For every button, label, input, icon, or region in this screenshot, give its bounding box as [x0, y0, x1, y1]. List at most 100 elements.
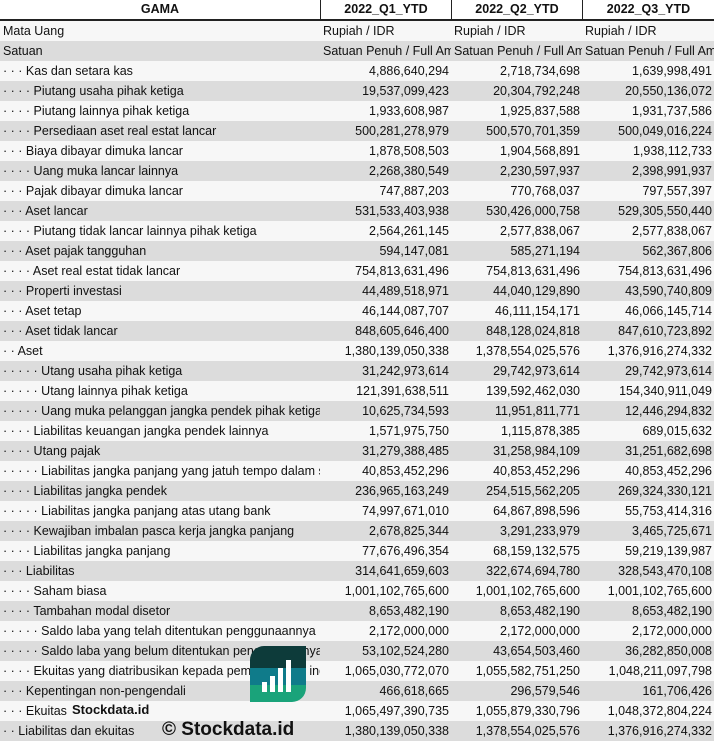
cell-q2[interactable]: 64,867,898,596 — [493, 504, 580, 518]
cell-q1[interactable]: 44,489,518,971 — [362, 284, 449, 298]
cell-q3[interactable]: 46,066,145,714 — [625, 304, 712, 318]
cell-q2[interactable]: 43,654,503,460 — [493, 644, 580, 658]
cell-q2[interactable]: 585,271,194 — [510, 244, 580, 258]
cell-q3[interactable]: 2,398,991,937 — [632, 164, 712, 178]
cell-q1[interactable]: 4,886,640,294 — [369, 64, 449, 78]
cell-q1[interactable]: 500,281,278,979 — [355, 124, 449, 138]
cell-q3[interactable]: 500,049,016,224 — [618, 124, 712, 138]
cell-q1[interactable]: 747,887,203 — [379, 184, 449, 198]
cell-q2[interactable]: 29,742,973,614 — [493, 364, 580, 378]
cell-q3[interactable]: 36,282,850,008 — [625, 644, 712, 658]
cell-q1[interactable]: Rupiah / IDR — [323, 24, 395, 38]
row-label[interactable]: · · · Aset tetap — [3, 304, 82, 318]
cell-q2[interactable]: 31,258,984,109 — [493, 444, 580, 458]
cell-q2[interactable]: 3,291,233,979 — [500, 524, 580, 538]
row-label[interactable]: · · · Aset lancar — [3, 204, 88, 218]
cell-q1[interactable]: 466,618,665 — [379, 684, 449, 698]
cell-q3[interactable]: 2,172,000,000 — [632, 624, 712, 638]
cell-q3[interactable]: 2,577,838,067 — [632, 224, 712, 238]
cell-q1[interactable]: 531,533,403,938 — [355, 204, 449, 218]
cell-q2[interactable]: 40,853,452,296 — [493, 464, 580, 478]
row-label[interactable]: · · · · · Liabilitas jangka panjang yang… — [3, 464, 320, 478]
cell-q3[interactable]: 1,376,916,274,332 — [607, 344, 712, 358]
cell-q3[interactable]: 3,465,725,671 — [632, 524, 712, 538]
cell-q2[interactable]: 1,001,102,765,600 — [475, 584, 580, 598]
cell-q1[interactable]: 77,676,496,354 — [362, 544, 449, 558]
cell-q2[interactable]: 8,653,482,190 — [500, 604, 580, 618]
row-label[interactable]: · · · · Utang pajak — [3, 444, 101, 458]
row-label[interactable]: · · · Pajak dibayar dimuka lancar — [3, 184, 183, 198]
cell-q1[interactable]: 236,965,163,249 — [355, 484, 449, 498]
cell-q1[interactable]: 40,853,452,296 — [362, 464, 449, 478]
row-label[interactable]: · · · · · Utang usaha pihak ketiga — [3, 364, 183, 378]
cell-q2[interactable]: 296,579,546 — [510, 684, 580, 698]
cell-q3[interactable]: 8,653,482,190 — [632, 604, 712, 618]
cell-q1[interactable]: 594,147,081 — [379, 244, 449, 258]
cell-q2[interactable]: 44,040,129,890 — [493, 284, 580, 298]
cell-q1[interactable]: 2,172,000,000 — [369, 624, 449, 638]
cell-q1[interactable]: 121,391,638,511 — [356, 384, 449, 398]
cell-q3[interactable]: 55,753,414,316 — [625, 504, 712, 518]
cell-q1[interactable]: 10,625,734,593 — [362, 404, 449, 418]
row-label[interactable]: · · · · Piutang lainnya pihak ketiga — [3, 104, 190, 118]
cell-q3[interactable]: 31,251,682,698 — [625, 444, 712, 458]
cell-q3[interactable]: 154,340,911,049 — [619, 384, 712, 398]
cell-q1[interactable]: 2,564,261,145 — [369, 224, 449, 238]
cell-q2[interactable]: 1,055,582,751,250 — [475, 664, 580, 678]
cell-q1[interactable]: 31,242,973,614 — [362, 364, 449, 378]
cell-q1[interactable]: Satuan Penuh / Full Amount — [323, 44, 451, 58]
row-label[interactable]: · · · Kas dan setara kas — [3, 64, 133, 78]
cell-q3[interactable]: Rupiah / IDR — [585, 24, 657, 38]
cell-q2[interactable]: 68,159,132,575 — [493, 544, 580, 558]
cell-q2[interactable]: 1,925,837,588 — [500, 104, 580, 118]
cell-q3[interactable]: 529,305,550,440 — [618, 204, 712, 218]
cell-q2[interactable]: 2,577,838,067 — [500, 224, 580, 238]
cell-q3[interactable]: 20,550,136,072 — [625, 84, 712, 98]
row-label[interactable]: · · · · Uang muka lancar lainnya — [3, 164, 179, 178]
cell-q3[interactable]: 40,853,452,296 — [625, 464, 712, 478]
row-label[interactable]: · · · Aset pajak tangguhan — [3, 244, 147, 258]
cell-q3[interactable]: 1,639,998,491 — [632, 64, 712, 78]
row-label[interactable]: · · · Kepentingan non-pengendali — [3, 684, 186, 698]
cell-q2[interactable]: 500,570,701,359 — [486, 124, 580, 138]
cell-q2[interactable]: 11,951,811,771 — [494, 404, 580, 418]
cell-q3[interactable]: 689,015,632 — [642, 424, 712, 438]
cell-q1[interactable]: 2,678,825,344 — [369, 524, 449, 538]
row-label[interactable]: · · · · · Liabilitas jangka panjang atas… — [3, 504, 271, 518]
cell-q3[interactable]: 1,376,916,274,332 — [607, 724, 712, 738]
cell-q1[interactable]: 848,605,646,400 — [355, 324, 449, 338]
row-label[interactable]: · · · · Piutang tidak lancar lainnya pih… — [3, 224, 257, 238]
cell-q2[interactable]: 2,172,000,000 — [500, 624, 580, 638]
cell-q3[interactable]: 847,610,723,892 — [618, 324, 712, 338]
cell-q2[interactable]: 322,674,694,780 — [486, 564, 580, 578]
cell-q1[interactable]: 754,813,631,496 — [355, 264, 449, 278]
cell-q3[interactable]: 562,367,806 — [642, 244, 712, 258]
row-label[interactable]: · · · · Aset real estat tidak lancar — [3, 264, 181, 278]
row-label[interactable]: Satuan — [3, 44, 43, 58]
cell-q1[interactable]: 1,065,030,772,070 — [344, 664, 449, 678]
company-header[interactable]: GAMA — [140, 2, 180, 16]
cell-q2[interactable]: 254,515,562,205 — [486, 484, 580, 498]
row-label[interactable]: · · · · · Utang lainnya pihak ketiga — [3, 384, 188, 398]
cell-q2[interactable]: 770,768,037 — [510, 184, 580, 198]
cell-q2[interactable]: 20,304,792,248 — [493, 84, 580, 98]
cell-q3[interactable]: 797,557,397 — [642, 184, 712, 198]
cell-q1[interactable]: 1,933,608,987 — [369, 104, 449, 118]
row-label[interactable]: · · · · Liabilitas keuangan jangka pende… — [3, 424, 269, 438]
cell-q3[interactable]: 12,446,294,832 — [625, 404, 712, 418]
row-label[interactable]: · · · Ekuitas — [3, 704, 67, 718]
cell-q2[interactable]: 848,128,024,818 — [486, 324, 580, 338]
cell-q2[interactable]: Satuan Penuh / Full Amount — [454, 44, 582, 58]
cell-q2[interactable]: 46,111,154,171 — [494, 304, 580, 318]
cell-q3[interactable]: 43,590,740,809 — [625, 284, 712, 298]
cell-q1[interactable]: 2,268,380,549 — [369, 164, 449, 178]
cell-q2[interactable]: 530,426,000,758 — [486, 204, 580, 218]
cell-q3[interactable]: 161,706,426 — [642, 684, 712, 698]
cell-q3[interactable]: 754,813,631,496 — [618, 264, 712, 278]
row-label[interactable]: · · Aset — [3, 344, 43, 358]
row-label[interactable]: · · · · Persediaan aset real estat lanca… — [3, 124, 217, 138]
cell-q1[interactable]: 53,102,524,280 — [362, 644, 449, 658]
cell-q1[interactable]: 8,653,482,190 — [369, 604, 449, 618]
cell-q1[interactable]: 74,997,671,010 — [362, 504, 449, 518]
row-label[interactable]: · · · Properti investasi — [3, 284, 122, 298]
